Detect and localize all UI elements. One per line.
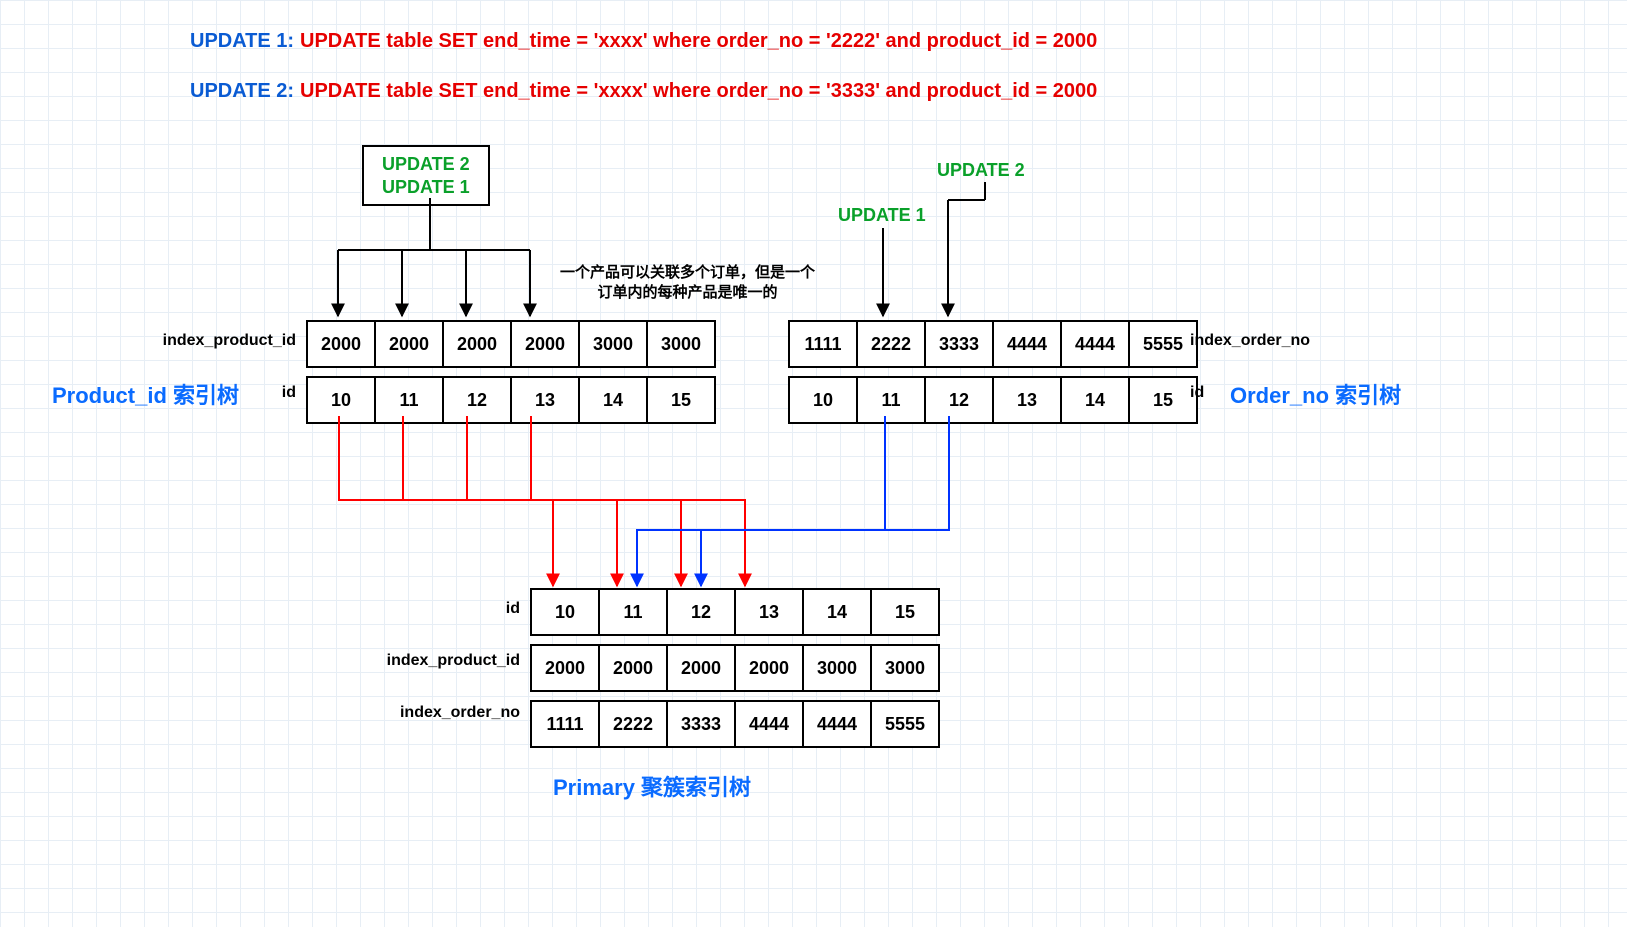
table-cell: 12 [666,588,736,636]
table-cell: 12 [442,376,512,424]
table-cell: 14 [802,588,872,636]
table-cell: 2000 [598,644,668,692]
right-tree-title: Order_no 索引树 [1230,378,1401,410]
primary-table: 10 11 12 13 14 15 2000 2000 2000 2000 30… [530,588,940,748]
table-cell: 3000 [870,644,940,692]
table-cell: 11 [374,376,444,424]
right-row1-label: index_order_no [1190,332,1310,350]
right-row2-label: id [1190,384,1204,402]
sql1-label: UPDATE 1: [190,30,294,53]
table-cell: 5555 [1128,320,1198,368]
table-cell: 10 [788,376,858,424]
table-cell: 2000 [530,644,600,692]
table-cell: 1111 [530,700,600,748]
arrows-overlay [0,0,1627,927]
table-cell: 3000 [802,644,872,692]
table-cell: 14 [578,376,648,424]
table-cell: 12 [924,376,994,424]
table-cell: 10 [306,376,376,424]
table-cell: 2000 [510,320,580,368]
table-cell: 15 [1128,376,1198,424]
sql2-stmt: UPDATE table SET end_time = 'xxxx' where… [300,80,1097,103]
primary-row3: 1111 2222 3333 4444 4444 5555 [530,700,940,748]
left-table: 2000 2000 2000 2000 3000 3000 10 11 12 1… [306,320,716,424]
table-cell: 11 [856,376,926,424]
table-cell: 11 [598,588,668,636]
center-note: 一个产品可以关联多个订单，但是一个 订单内的每种产品是唯一的 [550,263,825,304]
table-cell: 1111 [788,320,858,368]
update-box: UPDATE 2 UPDATE 1 [362,145,490,206]
primary-row2: 2000 2000 2000 2000 3000 3000 [530,644,940,692]
right-row1: 1111 2222 3333 4444 4444 5555 [788,320,1198,368]
right-row2: 10 11 12 13 14 15 [788,376,1198,424]
table-cell: 3000 [578,320,648,368]
sql2-label: UPDATE 2: [190,80,294,103]
primary-row1: 10 11 12 13 14 15 [530,588,940,636]
right-update2: UPDATE 2 [937,160,1025,181]
primary-row1-label: id [420,600,520,618]
table-cell: 2000 [666,644,736,692]
sql1-stmt: UPDATE table SET end_time = 'xxxx' where… [300,30,1097,53]
table-cell: 4444 [802,700,872,748]
table-cell: 15 [870,588,940,636]
table-cell: 3333 [666,700,736,748]
table-cell: 3000 [646,320,716,368]
table-cell: 2000 [306,320,376,368]
table-cell: 4444 [1060,320,1130,368]
left-row1-label: index_product_id [146,332,296,350]
table-cell: 3333 [924,320,994,368]
update-box-line1: UPDATE 2 [382,153,470,176]
primary-row2-label: index_product_id [370,652,520,670]
left-tree-title: Product_id 索引树 [52,378,239,410]
left-row1: 2000 2000 2000 2000 3000 3000 [306,320,716,368]
table-cell: 10 [530,588,600,636]
left-row2-label: id [246,384,296,402]
right-table: 1111 2222 3333 4444 4444 5555 10 11 12 1… [788,320,1198,424]
table-cell: 2222 [856,320,926,368]
table-cell: 13 [510,376,580,424]
table-cell: 5555 [870,700,940,748]
table-cell: 13 [992,376,1062,424]
left-row2: 10 11 12 13 14 15 [306,376,716,424]
table-cell: 2000 [374,320,444,368]
table-cell: 13 [734,588,804,636]
right-update1: UPDATE 1 [838,205,926,226]
table-cell: 14 [1060,376,1130,424]
table-cell: 2222 [598,700,668,748]
table-cell: 15 [646,376,716,424]
table-cell: 2000 [734,644,804,692]
table-cell: 4444 [992,320,1062,368]
update-box-line2: UPDATE 1 [382,176,470,199]
primary-title: Primary 聚簇索引树 [553,770,751,802]
note-line2: 订单内的每种产品是唯一的 [550,283,825,303]
note-line1: 一个产品可以关联多个订单，但是一个 [550,263,825,283]
table-cell: 4444 [734,700,804,748]
table-cell: 2000 [442,320,512,368]
primary-row3-label: index_order_no [370,704,520,722]
